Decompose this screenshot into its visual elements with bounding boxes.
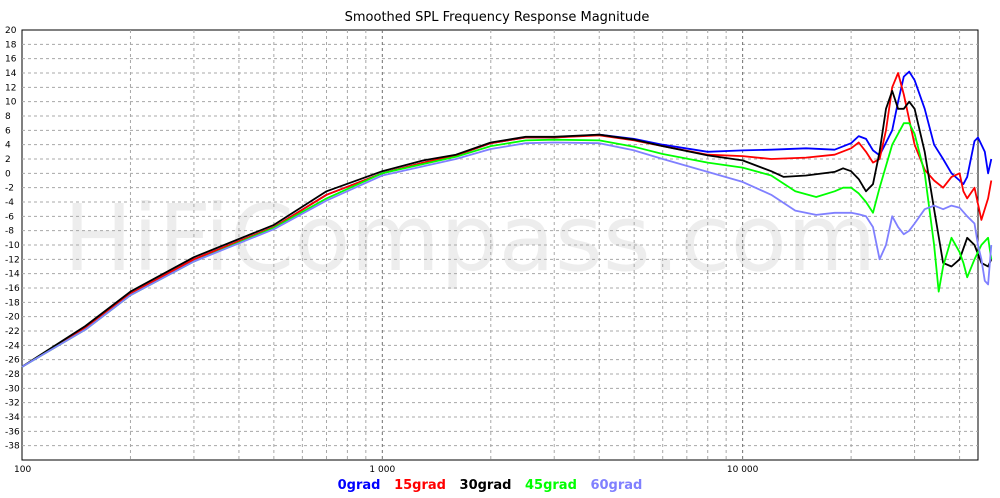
legend-entry-60grad: 60grad (590, 478, 642, 493)
legend-spacer (380, 478, 394, 493)
series-lines (21, 70, 993, 368)
y-tick-label: 4 (5, 141, 11, 151)
y-tick-label: 6 (5, 126, 11, 136)
watermark: HiFiCompass.com (63, 185, 876, 292)
legend-spacer (511, 478, 525, 493)
y-tick-label: -12 (5, 255, 20, 265)
y-tick-label: -18 (5, 298, 20, 308)
legend-entry-0grad: 0grad (338, 478, 381, 493)
y-tick-label: -30 (5, 384, 20, 394)
y-tick-label: -32 (5, 399, 20, 409)
y-tick-label: 18 (5, 40, 17, 50)
legend-spacer (577, 478, 591, 493)
y-tick-label: -10 (5, 241, 20, 251)
y-tick-label: 10 (5, 98, 17, 108)
y-tick-label: 2 (5, 155, 11, 165)
y-tick-label: -2 (5, 184, 14, 194)
y-tick-label: -6 (5, 212, 14, 222)
y-tick-label: 12 (5, 83, 16, 93)
series-line-30grad (21, 90, 993, 368)
y-tick-label: -28 (5, 370, 20, 380)
legend-spacer (446, 478, 460, 493)
x-axis-ticks: 100 1 000 10 000 (14, 465, 759, 475)
legend-entry-15grad: 15grad (394, 478, 446, 493)
y-tick-label: 8 (5, 112, 11, 122)
y-tick-label: -14 (5, 270, 20, 280)
y-tick-label: -34 (5, 413, 20, 423)
legend-entry-30grad: 30grad (460, 478, 512, 493)
x-tick-label: 10 000 (727, 465, 759, 475)
y-tick-label: -26 (5, 356, 20, 366)
y-tick-label: -22 (5, 327, 20, 337)
y-tick-label: 14 (5, 69, 17, 79)
y-tick-label: 0 (5, 169, 11, 179)
series-line-15grad (21, 72, 993, 368)
series-line-60grad (21, 141, 993, 368)
legend: 0grad 15grad 30grad 45grad 60grad (338, 478, 643, 493)
y-tick-label: 20 (5, 26, 17, 36)
y-tick-label: -20 (5, 313, 20, 323)
y-tick-label: 16 (5, 55, 17, 65)
series-line-45grad (21, 122, 993, 368)
chart-title: Smoothed SPL Frequency Response Magnitud… (345, 10, 650, 25)
y-tick-label: -8 (5, 227, 14, 237)
legend-entries: 0grad 15grad 30grad 45grad 60grad (338, 478, 643, 493)
y-axis-ticks: 20181614121086420-2-4-6-8-10-12-14-16-18… (5, 26, 20, 452)
y-tick-label: -36 (5, 427, 20, 437)
x-tick-label: 1 000 (369, 465, 395, 475)
y-tick-label: -38 (5, 442, 20, 452)
y-tick-label: -16 (5, 284, 20, 294)
y-tick-label: -24 (5, 341, 20, 351)
legend-entry-45grad: 45grad (525, 478, 577, 493)
y-tick-label: -4 (5, 198, 14, 208)
x-tick-label: 100 (14, 465, 31, 475)
